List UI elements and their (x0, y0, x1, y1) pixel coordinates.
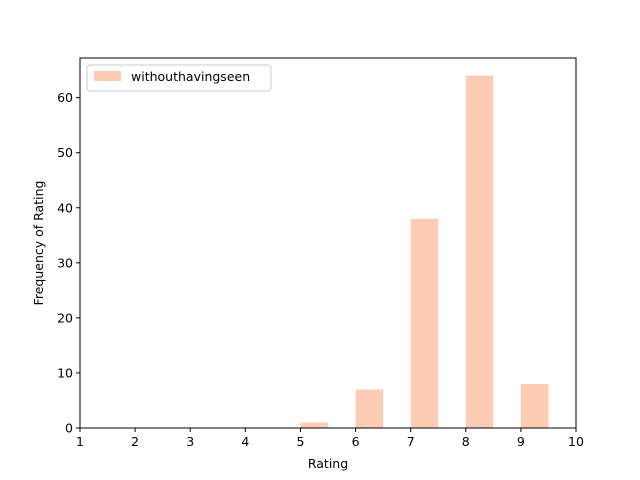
y-tick-label: 50 (57, 145, 73, 160)
x-tick-label: 2 (131, 434, 139, 449)
x-axis-label: Rating (308, 456, 348, 471)
x-tick-label: 3 (186, 434, 194, 449)
legend-swatch (94, 71, 121, 81)
plot-frame (79, 57, 577, 429)
bar-2 (410, 218, 439, 428)
x-tick-label: 5 (296, 434, 304, 449)
x-tick-label: 7 (407, 434, 415, 449)
y-axis-label: Frequency of Rating (31, 181, 46, 306)
plot-area (80, 58, 576, 428)
legend-label: withouthavingseen (131, 69, 250, 84)
y-tick-label: 20 (57, 310, 73, 325)
x-tick-label: 6 (352, 434, 360, 449)
bars-group (300, 75, 549, 428)
y-tick-label: 10 (57, 365, 73, 380)
legend-box (86, 64, 272, 92)
y-tick-label: 40 (57, 200, 73, 215)
x-tick-label: 9 (517, 434, 525, 449)
bar-4 (520, 383, 549, 428)
x-tick-label: 8 (462, 434, 470, 449)
y-axis-ticks: 0 10 20 30 40 50 60 (57, 90, 80, 436)
legend: withouthavingseen (86, 64, 272, 92)
bar-3 (465, 75, 494, 428)
y-tick-label: 60 (57, 90, 73, 105)
y-tick-label: 30 (57, 255, 73, 270)
x-axis-ticks: 1 2 3 4 5 6 7 8 9 10 (76, 428, 584, 449)
y-tick-label: 0 (65, 421, 73, 436)
bar-1 (355, 389, 384, 428)
x-tick-label: 10 (568, 434, 584, 449)
x-tick-label: 1 (76, 434, 84, 449)
bar-0 (300, 422, 328, 428)
x-tick-label: 4 (241, 434, 249, 449)
